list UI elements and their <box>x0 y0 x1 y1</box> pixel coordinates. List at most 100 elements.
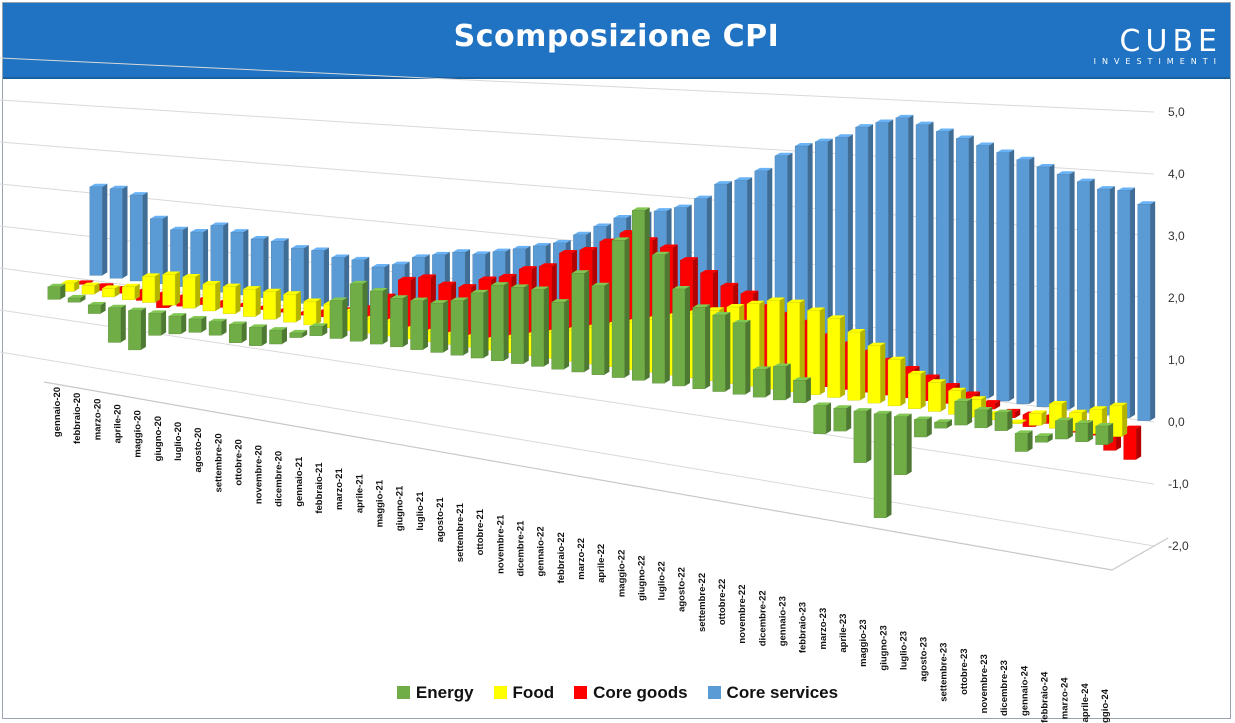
bar-energy <box>1014 430 1033 452</box>
bar-food <box>928 379 946 412</box>
bar-food <box>81 282 100 295</box>
bar-food <box>101 285 120 298</box>
bar-energy <box>752 366 771 398</box>
legend: Energy Food Core goods Core services <box>0 683 1235 703</box>
bar-energy <box>128 307 146 351</box>
x-tick-label: maggio-20 <box>133 410 144 458</box>
legend-label: Energy <box>415 683 474 702</box>
company-logo: CUBE INVESTIMENTI <box>1082 27 1222 71</box>
bar-energy <box>954 398 973 426</box>
bar-core-services <box>1137 201 1156 421</box>
bar-core-services <box>895 114 914 388</box>
bar-energy <box>470 289 489 359</box>
bar-core-services <box>976 142 994 399</box>
x-tick-label: febbraio-24 <box>1039 671 1050 723</box>
x-tick-label: maggio-21 <box>374 479 385 527</box>
bar-energy <box>773 363 791 401</box>
x-tick-label: agosto-20 <box>193 428 204 473</box>
bar-energy <box>410 297 429 350</box>
bar-energy <box>67 294 86 303</box>
bar-energy <box>873 410 892 518</box>
bar-food <box>222 283 241 314</box>
x-tick-label: marzo-21 <box>334 468 345 510</box>
legend-label: Food <box>512 683 555 702</box>
x-tick-label: aprile-22 <box>596 544 607 583</box>
bar-core-services <box>291 245 309 304</box>
bar-core-services <box>270 238 289 301</box>
x-tick-label: dicembre-20 <box>274 451 285 507</box>
bar-food <box>162 271 181 306</box>
y-tick-label: 3,0 <box>1168 229 1185 243</box>
x-tick-label: aprile-24 <box>1080 683 1091 723</box>
bar-core-services <box>150 215 168 284</box>
bar-energy <box>168 313 187 335</box>
y-tick-label: 5,0 <box>1168 105 1185 119</box>
bar-energy <box>893 413 912 475</box>
legend-item-energy: Energy <box>396 683 474 703</box>
legend-item-core-goods: Core goods <box>574 683 688 703</box>
x-tick-label: gennaio-21 <box>294 456 305 507</box>
y-axis-ticks: 5,0 4,0 3,0 2,0 1,0 0,0 -1,0 -2,0 <box>1168 105 1189 553</box>
bar-core-services <box>935 128 954 393</box>
x-tick-label: settembre-23 <box>939 643 950 702</box>
bar-food <box>122 283 140 300</box>
bar-energy <box>914 416 932 438</box>
x-tick-label: aprile-20 <box>113 404 124 443</box>
x-tick-label: luglio-23 <box>898 631 909 670</box>
bar-energy <box>329 297 348 339</box>
bar-core-services <box>89 183 108 276</box>
bar-core-services <box>210 222 229 293</box>
legend-swatch <box>396 686 410 699</box>
x-tick-label: luglio-22 <box>657 561 668 600</box>
bar-food <box>142 273 160 303</box>
x-tick-label: aprile-21 <box>354 473 365 513</box>
bar-energy <box>1035 433 1053 443</box>
x-tick-label: novembre-22 <box>737 584 748 643</box>
bar-energy <box>87 301 106 314</box>
x-tick-label: giugno-20 <box>153 416 164 461</box>
x-tick-label: febbraio-21 <box>314 462 325 514</box>
logo-subtitle: INVESTIMENTI <box>1093 57 1222 66</box>
bar-food <box>263 288 281 320</box>
x-tick-label: giugno-22 <box>636 555 647 600</box>
legend-label: Core services <box>726 683 839 702</box>
bar-food <box>807 307 825 395</box>
bar-core-services <box>915 121 934 391</box>
bar-energy <box>672 285 691 387</box>
bar-energy <box>632 207 650 381</box>
bar-core-services <box>129 192 148 282</box>
x-tick-label: agosto-21 <box>435 497 446 543</box>
legend-swatch <box>707 686 721 699</box>
bar-energy <box>732 319 751 395</box>
bar-food <box>61 279 80 292</box>
bar-energy <box>692 304 711 389</box>
bar-core-services <box>956 135 974 396</box>
bar-energy <box>390 295 408 348</box>
bar-energy <box>551 299 570 370</box>
x-tick-label: gennaio-22 <box>536 526 547 576</box>
bar-food <box>887 356 906 407</box>
bar-core-services <box>1056 171 1075 410</box>
y-tick-label: 1,0 <box>1168 353 1185 367</box>
legend-item-food: Food <box>493 683 555 703</box>
bar-core-services <box>1077 178 1095 413</box>
legend-swatch <box>493 686 507 699</box>
bar-energy <box>309 323 328 336</box>
bar-energy <box>1095 423 1114 445</box>
gridline <box>0 57 1155 113</box>
bar-energy <box>652 251 670 384</box>
x-tick-label: febbraio-23 <box>798 602 809 653</box>
x-tick-label: ottobre-21 <box>475 508 486 555</box>
bar-energy <box>450 297 469 356</box>
x-tick-label: giugno-21 <box>395 485 406 531</box>
y-tick-label: 0,0 <box>1168 415 1185 429</box>
x-tick-label: gennaio-24 <box>1019 665 1030 716</box>
bar-energy <box>813 402 832 434</box>
floor-outline <box>43 381 1169 571</box>
x-tick-label: settembre-22 <box>697 573 708 632</box>
bar-food <box>283 291 301 323</box>
bar-energy <box>511 284 529 364</box>
bar-core-services <box>311 247 329 307</box>
bar-energy <box>490 282 509 362</box>
header-bar: Scomposizione CPI CUBE INVESTIMENTI <box>3 3 1230 79</box>
